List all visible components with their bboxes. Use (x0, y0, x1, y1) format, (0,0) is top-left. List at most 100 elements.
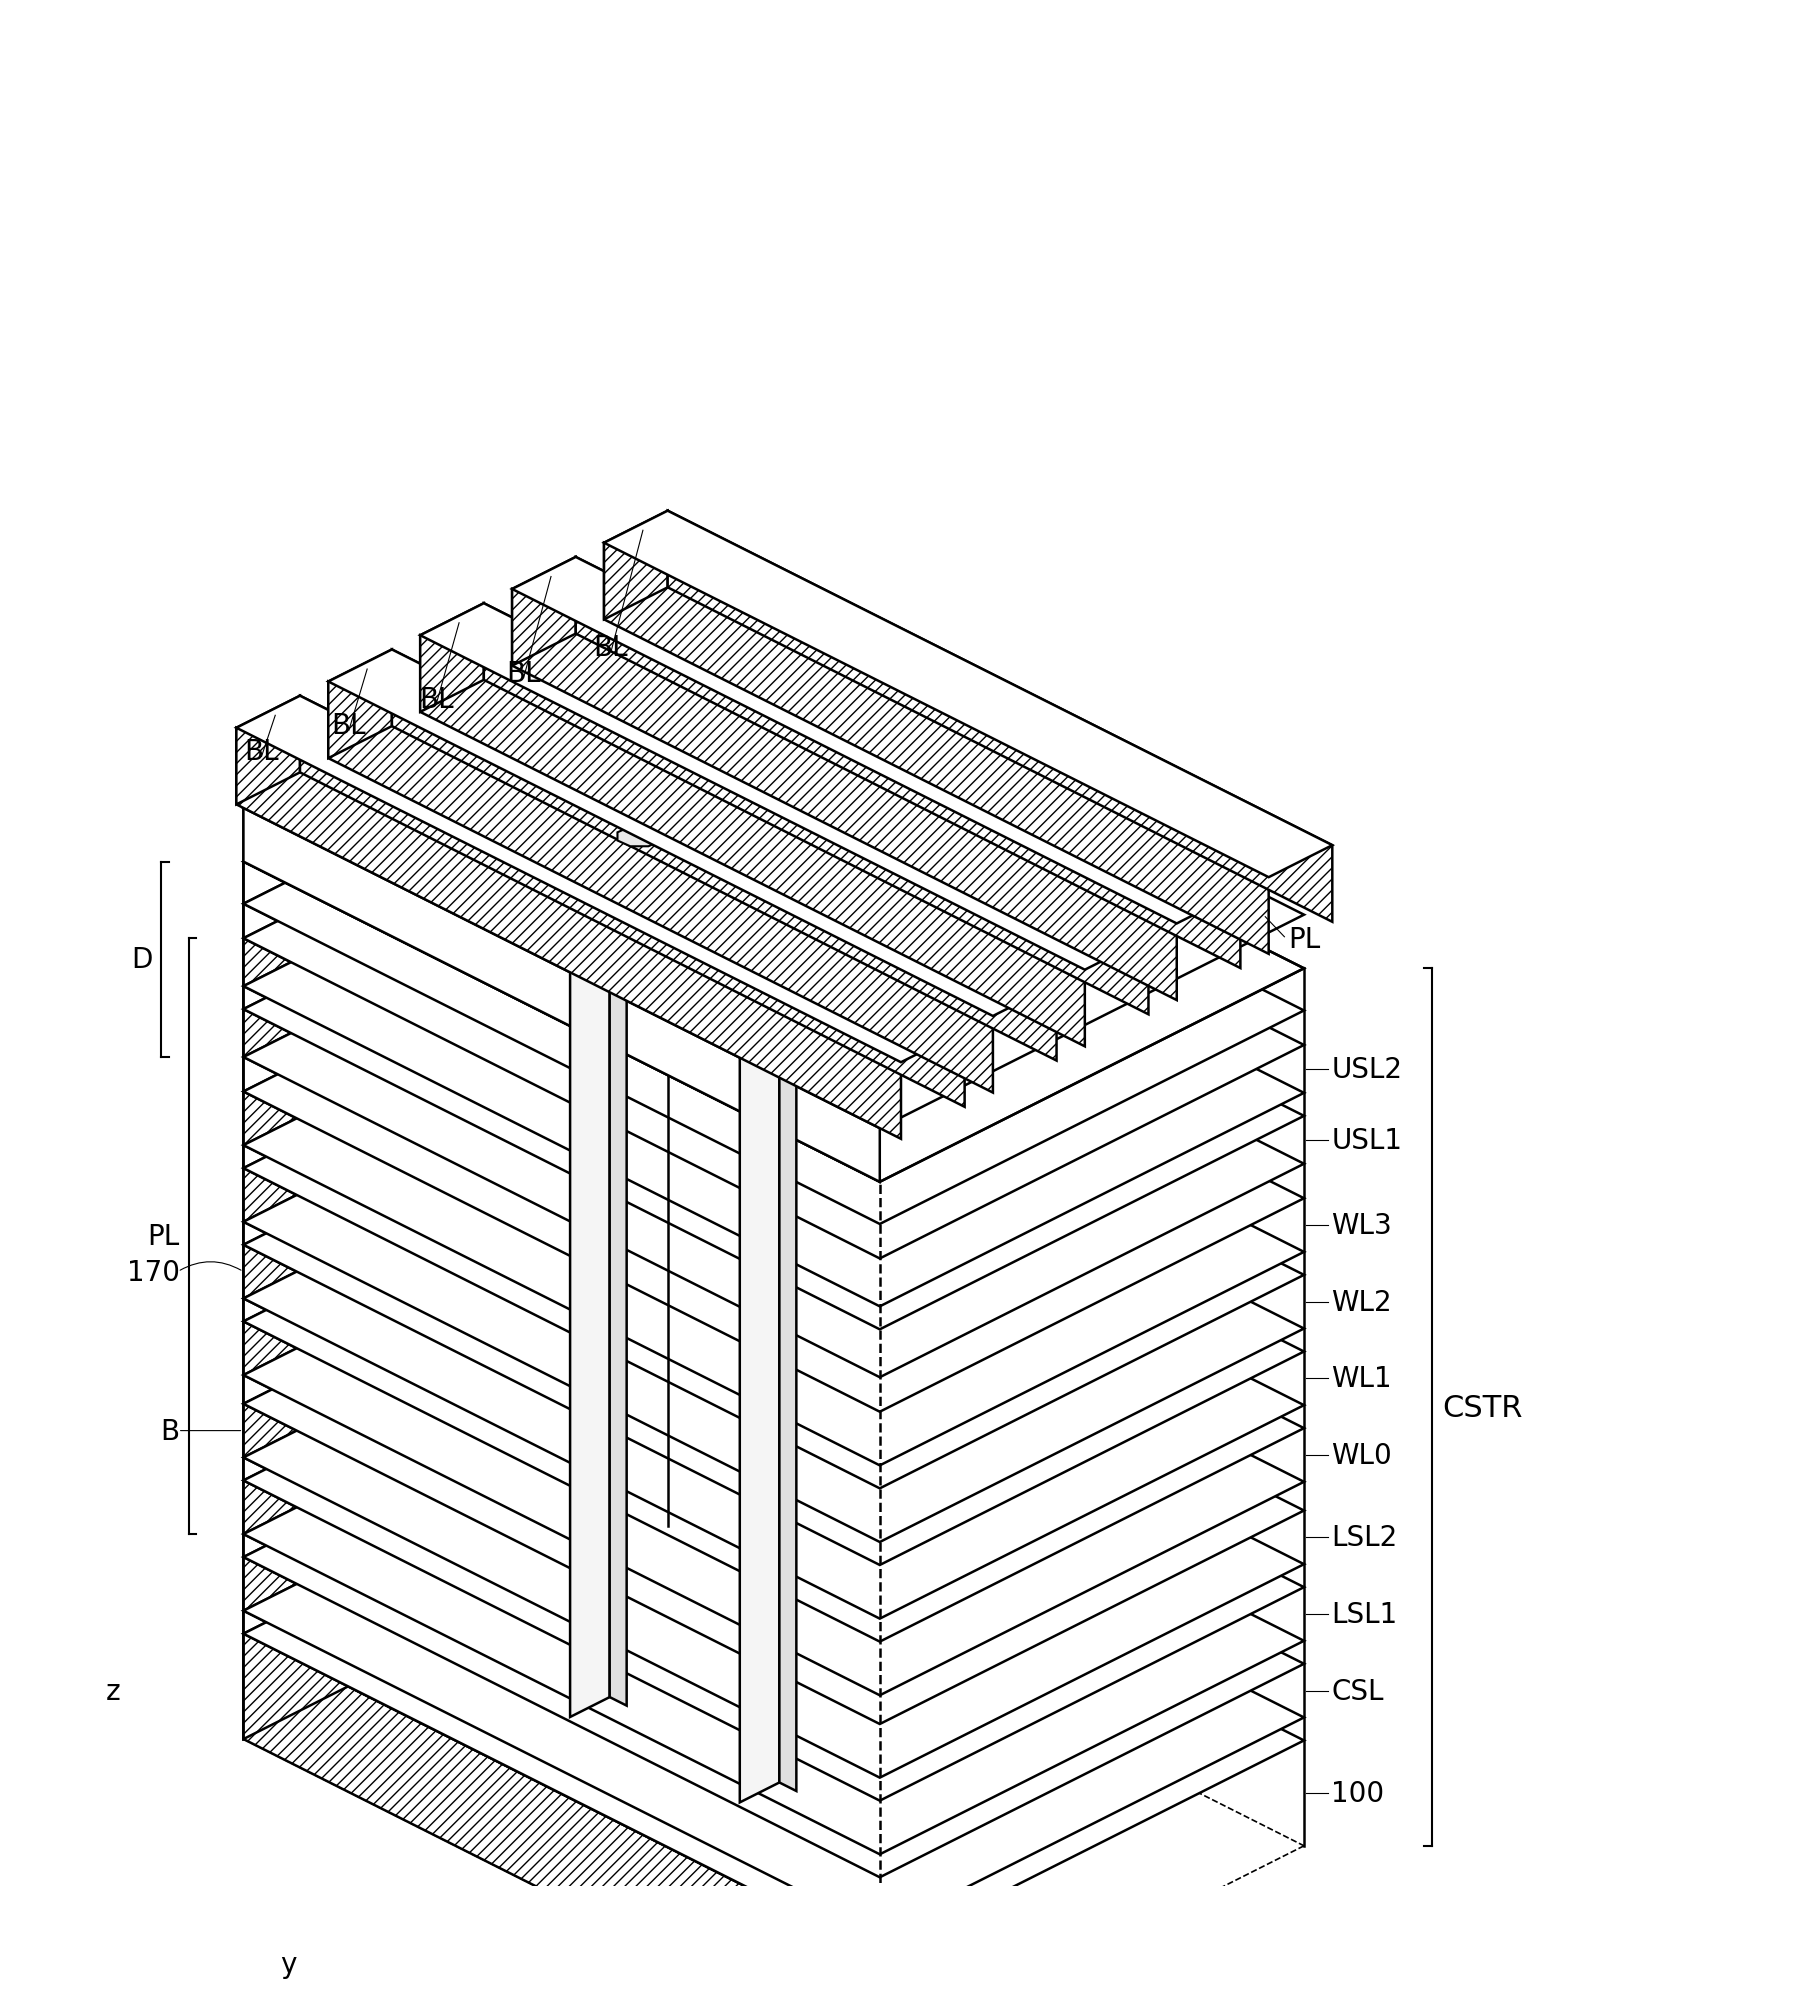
Polygon shape (244, 1057, 880, 1412)
Polygon shape (244, 932, 1304, 1466)
Text: z: z (106, 1678, 121, 1706)
Polygon shape (391, 651, 1057, 1061)
Polygon shape (236, 729, 900, 1140)
Text: y: y (280, 1950, 296, 1978)
Polygon shape (244, 596, 667, 862)
Polygon shape (244, 932, 667, 1168)
Polygon shape (299, 697, 965, 1108)
Text: D: D (132, 947, 152, 975)
Text: B: B (161, 1418, 180, 1444)
Polygon shape (244, 1108, 667, 1376)
Polygon shape (244, 1162, 1304, 1696)
Polygon shape (244, 1267, 667, 1535)
Polygon shape (617, 808, 662, 828)
Polygon shape (740, 824, 779, 1803)
Polygon shape (244, 1398, 1304, 1931)
Polygon shape (244, 1420, 1304, 1954)
Text: WL2: WL2 (1331, 1289, 1393, 1315)
Polygon shape (244, 1557, 880, 1931)
Text: 100: 100 (1331, 1778, 1384, 1807)
Polygon shape (244, 725, 667, 987)
Polygon shape (244, 1146, 880, 1488)
Polygon shape (570, 737, 610, 1718)
Polygon shape (244, 691, 1304, 1225)
Polygon shape (244, 773, 1304, 1307)
Polygon shape (244, 1009, 667, 1245)
Polygon shape (244, 1404, 880, 1778)
Polygon shape (244, 1343, 667, 1611)
Polygon shape (740, 824, 796, 852)
Polygon shape (886, 842, 931, 862)
Polygon shape (604, 802, 675, 834)
Polygon shape (244, 796, 1304, 1329)
Polygon shape (244, 1190, 667, 1458)
Polygon shape (236, 697, 299, 806)
Polygon shape (328, 651, 1057, 1017)
Polygon shape (244, 955, 1304, 1488)
Polygon shape (244, 796, 667, 1057)
Polygon shape (873, 836, 943, 868)
Polygon shape (604, 822, 675, 852)
Polygon shape (244, 1321, 880, 1696)
Polygon shape (244, 808, 880, 1182)
Polygon shape (244, 1086, 1304, 1619)
Text: BL: BL (594, 634, 628, 661)
Polygon shape (244, 1092, 880, 1466)
Polygon shape (575, 558, 1241, 969)
Polygon shape (244, 1535, 880, 1877)
Polygon shape (244, 1343, 1304, 1877)
Polygon shape (512, 558, 1241, 924)
Polygon shape (667, 512, 1333, 922)
Text: USL1: USL1 (1331, 1126, 1402, 1154)
Polygon shape (1207, 882, 1261, 906)
Polygon shape (244, 939, 880, 1307)
Polygon shape (244, 878, 1304, 1412)
Polygon shape (244, 649, 1304, 1182)
Polygon shape (244, 1299, 880, 1641)
Polygon shape (1084, 858, 1156, 890)
Polygon shape (244, 904, 880, 1259)
Polygon shape (244, 1009, 880, 1378)
Polygon shape (244, 649, 667, 904)
Text: LSL1: LSL1 (1331, 1601, 1398, 1627)
Polygon shape (483, 604, 1149, 1015)
Polygon shape (244, 844, 667, 1092)
Polygon shape (244, 1031, 667, 1299)
Polygon shape (604, 544, 1268, 955)
Polygon shape (244, 1480, 880, 1855)
Polygon shape (244, 1190, 1304, 1724)
Polygon shape (1084, 878, 1156, 910)
Polygon shape (420, 604, 483, 713)
Polygon shape (244, 725, 1304, 1259)
Polygon shape (1207, 896, 1261, 920)
Polygon shape (244, 1222, 880, 1565)
Text: USL2: USL2 (1331, 1055, 1402, 1084)
Polygon shape (244, 1321, 667, 1557)
Polygon shape (873, 856, 943, 888)
Polygon shape (420, 604, 1149, 971)
Polygon shape (886, 862, 931, 882)
Polygon shape (244, 691, 667, 939)
Polygon shape (244, 1611, 880, 1954)
Text: PL: PL (1288, 926, 1321, 955)
Polygon shape (244, 1420, 667, 1740)
Text: CSTR: CSTR (1443, 1394, 1523, 1422)
Polygon shape (236, 697, 965, 1063)
Text: LSL2: LSL2 (1331, 1525, 1398, 1551)
Polygon shape (244, 1245, 1304, 1778)
Polygon shape (604, 512, 667, 620)
Polygon shape (244, 773, 667, 1009)
Text: WL1: WL1 (1331, 1365, 1393, 1392)
Polygon shape (244, 955, 667, 1222)
Polygon shape (244, 1376, 880, 1724)
Polygon shape (244, 1009, 1304, 1543)
Polygon shape (610, 737, 626, 1706)
Polygon shape (1216, 886, 1250, 900)
Text: WL3: WL3 (1331, 1212, 1393, 1239)
Polygon shape (244, 844, 1304, 1378)
Text: 170: 170 (126, 1259, 180, 1287)
Polygon shape (779, 824, 796, 1790)
Polygon shape (512, 590, 1176, 1001)
Polygon shape (1216, 900, 1250, 916)
Polygon shape (328, 683, 992, 1094)
